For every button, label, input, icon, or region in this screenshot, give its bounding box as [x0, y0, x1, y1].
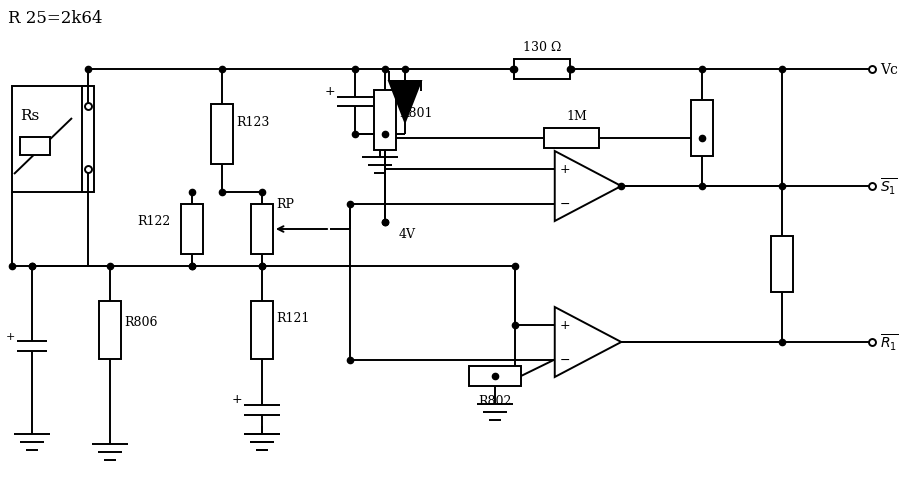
Text: R801: R801 [399, 107, 432, 120]
Text: −: − [560, 197, 570, 211]
Bar [771, 237, 793, 292]
Text: +: + [560, 163, 570, 176]
Text: R802: R802 [479, 394, 511, 408]
Text: $\overline{S_1}$: $\overline{S_1}$ [880, 176, 897, 197]
Polygon shape [555, 307, 622, 377]
Text: R123: R123 [236, 116, 269, 129]
Bar [469, 366, 521, 386]
Bar [211, 105, 233, 165]
Text: R 25=2k64: R 25=2k64 [8, 10, 103, 27]
Text: 1M: 1M [567, 110, 588, 123]
Bar [251, 302, 273, 359]
Bar [514, 60, 570, 80]
Text: RP: RP [276, 198, 294, 211]
Bar [251, 205, 273, 255]
Text: R122: R122 [137, 215, 170, 228]
Text: +: + [232, 393, 242, 406]
Text: +: + [325, 85, 335, 98]
Text: +: + [560, 318, 570, 332]
Text: 4V: 4V [399, 228, 416, 241]
Bar [181, 205, 203, 255]
Text: 130 Ω: 130 Ω [523, 42, 561, 54]
Bar [691, 100, 713, 156]
Bar [99, 302, 121, 359]
Bar [374, 91, 396, 151]
Text: −: − [560, 353, 570, 366]
Polygon shape [389, 82, 421, 123]
Polygon shape [555, 151, 622, 222]
Text: R121: R121 [276, 312, 309, 325]
Bar [12, 87, 88, 193]
Text: +: + [5, 332, 15, 341]
Bar [544, 129, 600, 149]
Text: Rs: Rs [20, 109, 39, 123]
Bar [20, 138, 50, 156]
Bar [82, 87, 94, 193]
Text: R806: R806 [124, 316, 157, 329]
Text: Vc: Vc [880, 63, 898, 77]
Text: $\overline{R_1}$: $\overline{R_1}$ [880, 332, 898, 353]
